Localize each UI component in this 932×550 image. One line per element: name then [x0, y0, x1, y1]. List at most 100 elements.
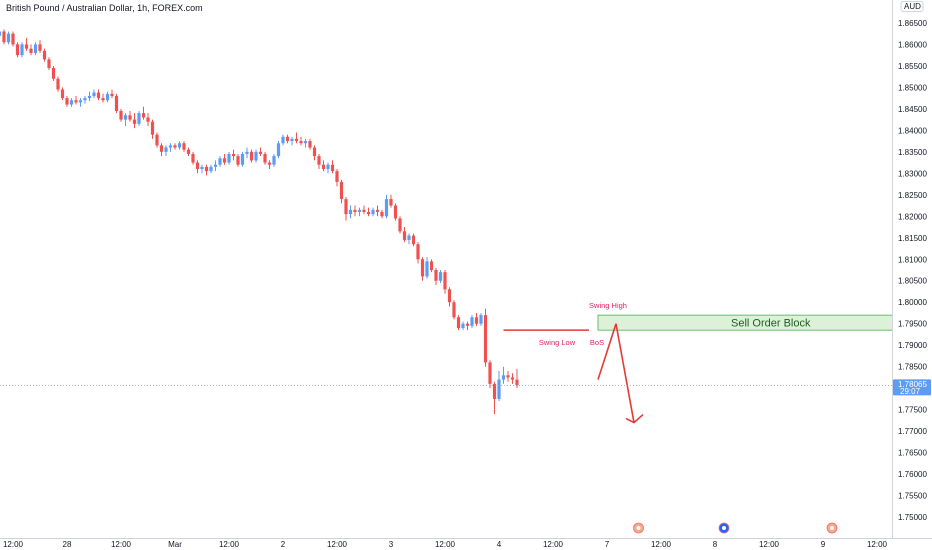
candle[interactable] [20, 42, 24, 58]
candle[interactable] [110, 89, 114, 99]
candle[interactable] [434, 267, 438, 286]
candle[interactable] [461, 321, 465, 331]
candle[interactable] [29, 44, 33, 56]
candle[interactable] [353, 205, 357, 217]
candle[interactable] [132, 113, 137, 129]
candle[interactable] [240, 151, 245, 167]
candle[interactable] [150, 119, 155, 139]
candle[interactable] [69, 98, 74, 107]
candle[interactable] [425, 257, 429, 279]
candles[interactable] [0, 29, 519, 414]
candle[interactable] [416, 242, 420, 264]
candle[interactable] [119, 108, 123, 122]
candle[interactable] [33, 42, 38, 56]
candle[interactable] [200, 164, 204, 174]
candle[interactable] [213, 160, 218, 172]
candle[interactable] [398, 216, 402, 234]
candle[interactable] [168, 143, 173, 152]
candle[interactable] [407, 233, 411, 245]
candle[interactable] [281, 134, 285, 146]
candle[interactable] [276, 141, 281, 159]
candle[interactable] [344, 196, 348, 221]
candle[interactable] [96, 89, 101, 101]
candle[interactable] [218, 156, 222, 167]
candle[interactable] [105, 91, 110, 103]
candle[interactable] [267, 160, 272, 170]
candle[interactable] [317, 153, 321, 170]
candle[interactable] [380, 209, 384, 219]
candle[interactable] [2, 29, 6, 45]
candle[interactable] [222, 153, 227, 165]
candle[interactable] [429, 259, 434, 273]
candle[interactable] [56, 76, 60, 92]
candle[interactable] [515, 368, 519, 389]
candle[interactable] [78, 98, 83, 107]
candle[interactable] [447, 287, 452, 307]
candle[interactable] [128, 110, 132, 122]
economic-event-icon[interactable] [826, 522, 838, 534]
candle[interactable] [155, 132, 159, 148]
candle[interactable] [204, 164, 209, 176]
candle[interactable] [501, 366, 506, 384]
candle[interactable] [227, 151, 231, 165]
candle[interactable] [146, 113, 150, 127]
candle[interactable] [303, 138, 308, 148]
candle[interactable] [470, 315, 474, 329]
candle[interactable] [488, 360, 492, 389]
candle[interactable] [123, 113, 128, 127]
candle[interactable] [249, 149, 254, 163]
candle[interactable] [290, 136, 294, 146]
candle[interactable] [443, 270, 447, 294]
candle[interactable] [438, 270, 443, 283]
candle[interactable] [362, 205, 366, 215]
candle[interactable] [479, 312, 483, 326]
candle[interactable] [87, 91, 92, 102]
candle[interactable] [263, 151, 267, 165]
candle[interactable] [0, 29, 2, 42]
candle[interactable] [173, 143, 177, 150]
candle[interactable] [6, 31, 11, 45]
candle[interactable] [191, 151, 195, 165]
candle[interactable] [24, 37, 29, 51]
candle[interactable] [452, 300, 456, 320]
candle[interactable] [182, 141, 186, 152]
candle[interactable] [11, 31, 15, 47]
economic-event-icon[interactable] [633, 522, 644, 534]
candle[interactable] [42, 48, 47, 62]
candle[interactable] [371, 207, 375, 217]
candle[interactable] [47, 57, 51, 71]
candle[interactable] [15, 42, 20, 58]
candle[interactable] [510, 373, 515, 384]
candle[interactable] [294, 132, 299, 144]
candle[interactable] [236, 153, 240, 167]
candle[interactable] [114, 93, 119, 114]
candle[interactable] [330, 160, 335, 174]
candle[interactable] [74, 95, 78, 105]
candle[interactable] [506, 370, 510, 382]
candle[interactable] [164, 145, 168, 157]
candle[interactable] [308, 138, 312, 150]
candle[interactable] [231, 149, 236, 161]
candle[interactable] [312, 145, 317, 161]
candle[interactable] [474, 312, 479, 326]
candle[interactable] [366, 207, 371, 217]
candle[interactable] [141, 106, 146, 120]
candle[interactable] [411, 233, 416, 247]
candle[interactable] [38, 40, 42, 53]
candle[interactable] [335, 169, 339, 187]
candle[interactable] [299, 136, 303, 146]
candle[interactable] [285, 134, 290, 144]
candle[interactable] [186, 147, 191, 157]
candle[interactable] [384, 194, 389, 219]
candle[interactable] [402, 227, 407, 243]
candle[interactable] [159, 143, 164, 157]
candle[interactable] [245, 147, 249, 159]
candle[interactable] [357, 207, 362, 217]
candle[interactable] [101, 93, 105, 103]
candle[interactable] [60, 87, 65, 101]
candle[interactable] [92, 89, 96, 99]
candle[interactable] [393, 203, 398, 221]
candle[interactable] [195, 160, 200, 174]
candle[interactable] [465, 321, 470, 331]
